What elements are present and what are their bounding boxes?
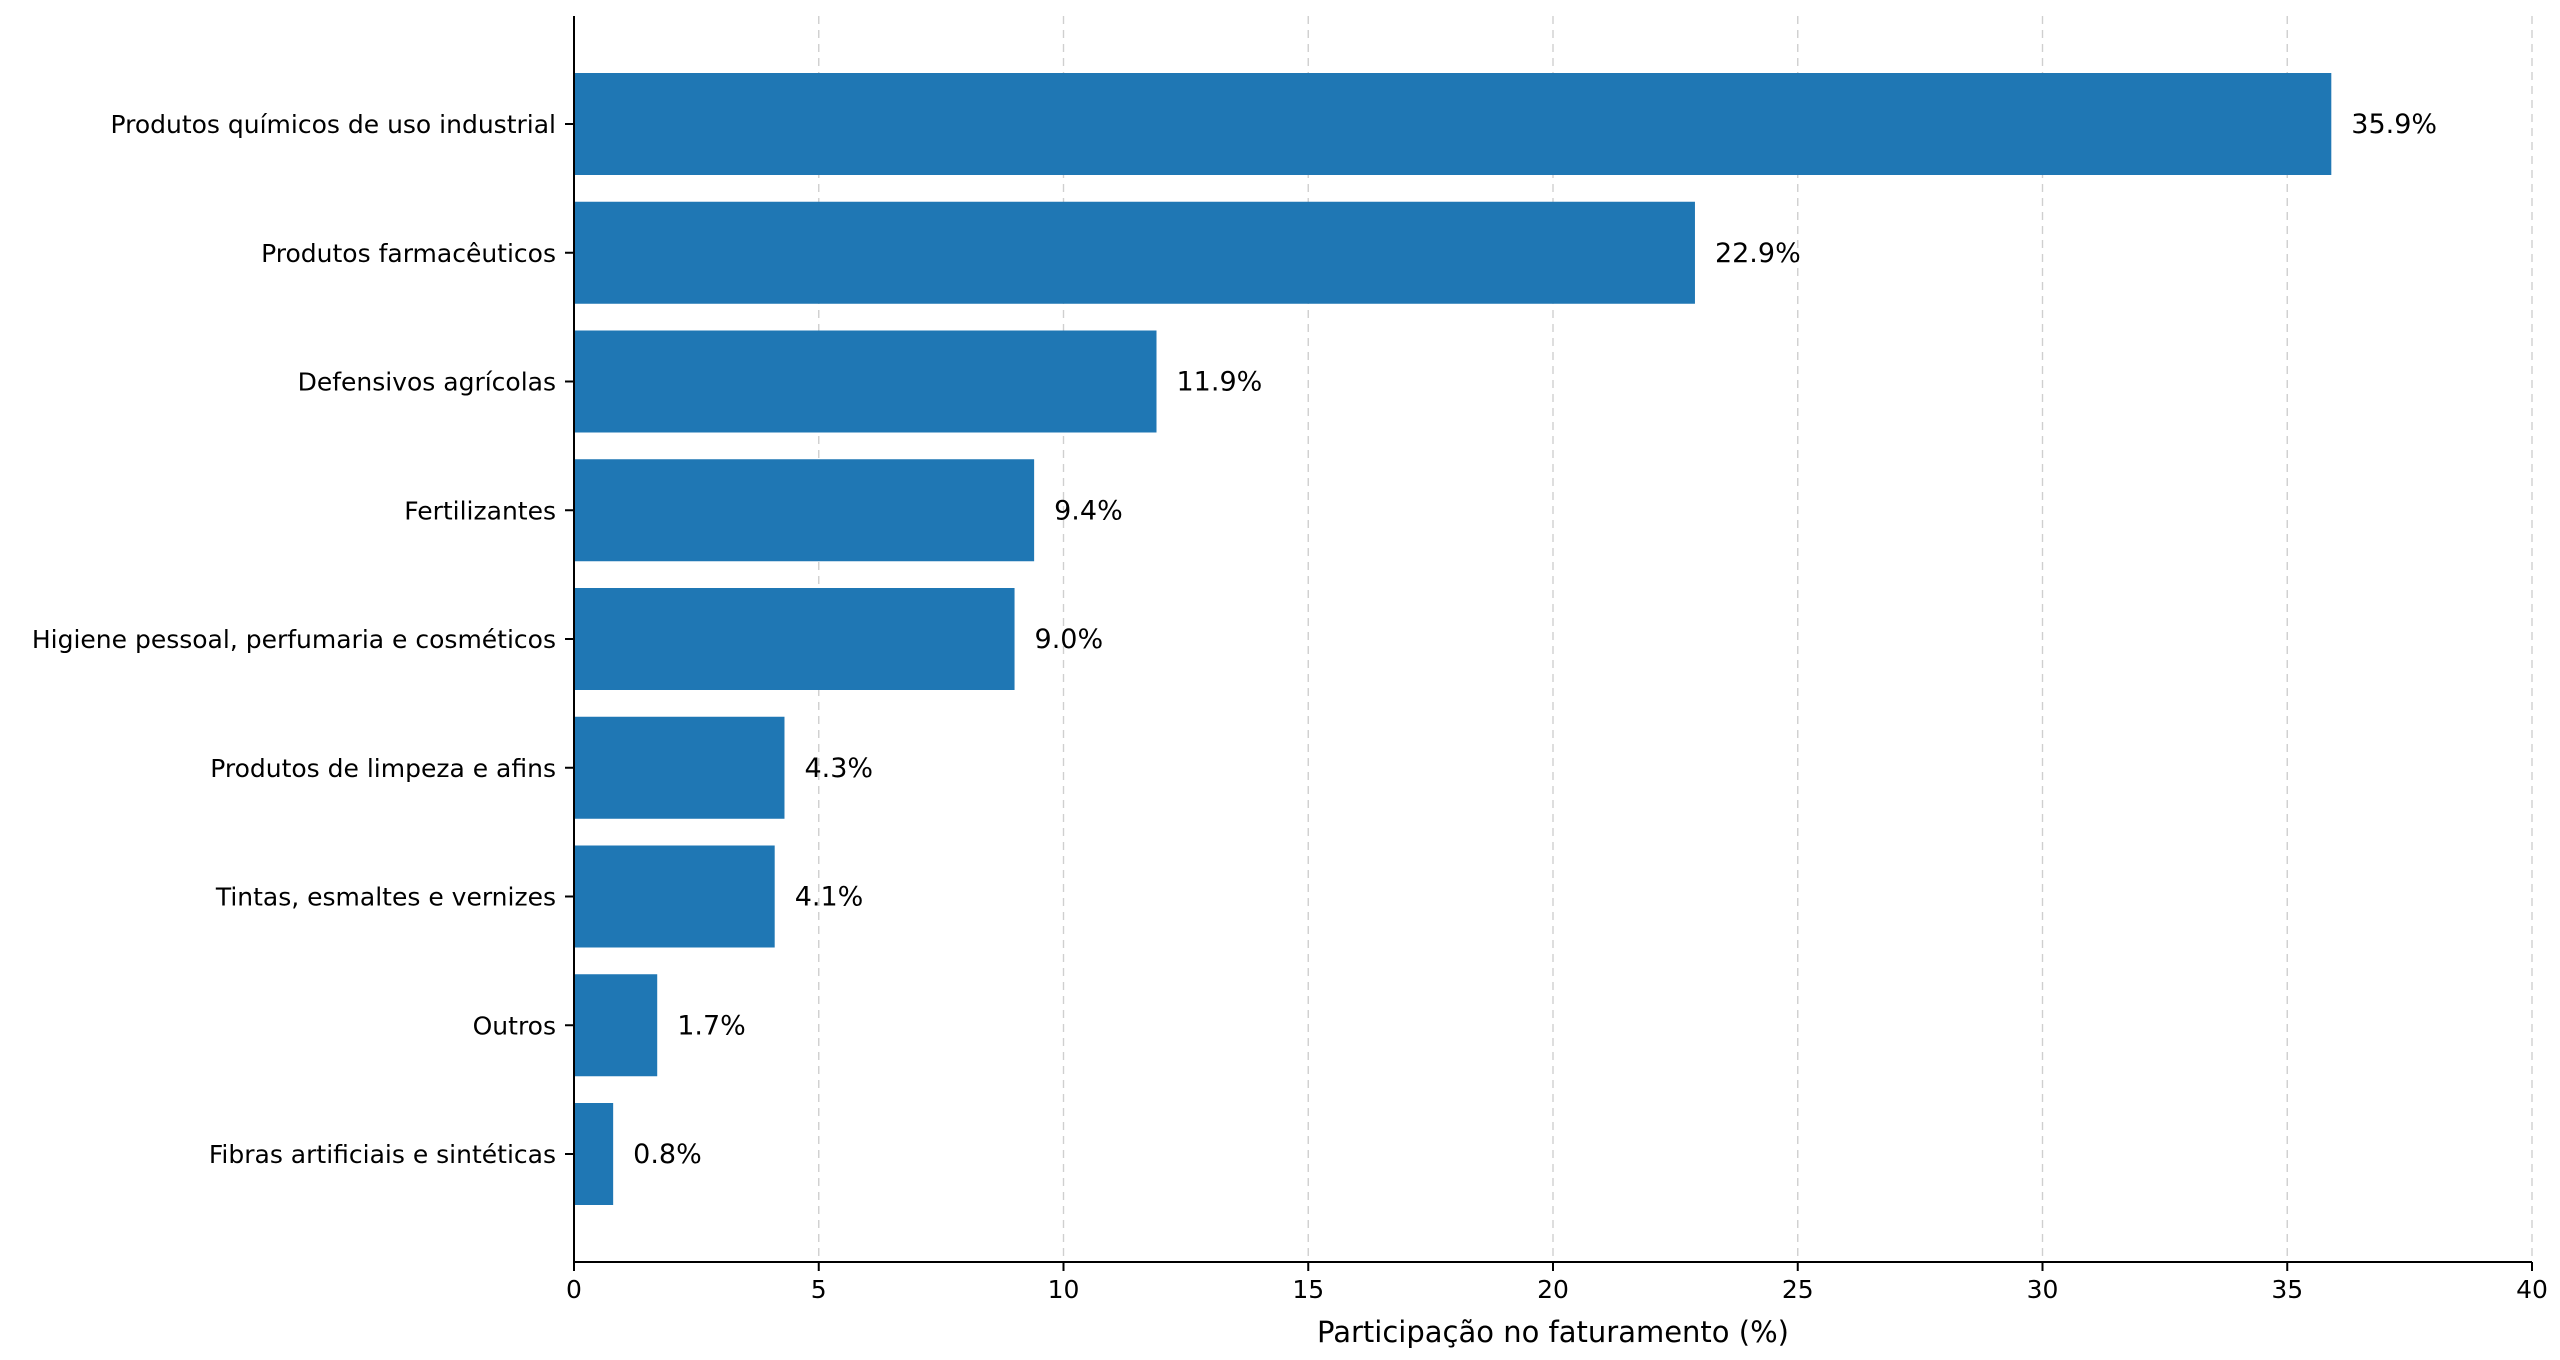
category-label-1: Produtos químicos de uso industrial <box>110 110 556 139</box>
category-label-3: Defensivos agrícolas <box>298 368 556 397</box>
data-label-1: 35.9% <box>2351 109 2437 140</box>
data-label-9: 0.8% <box>633 1139 702 1170</box>
category-label-9: Fibras artificiais e sintéticas <box>209 1140 556 1169</box>
bar-9 <box>574 1103 614 1205</box>
x-tick-label-40: 40 <box>2516 1275 2548 1304</box>
data-label-3: 11.9% <box>1177 367 1263 398</box>
grid-layer <box>818 16 2533 1262</box>
data-label-5: 9.0% <box>1035 624 1104 655</box>
data-label-7: 4.1% <box>795 882 864 913</box>
x-tick-label-15: 15 <box>1292 1275 1324 1304</box>
x-axis-title: Participação no faturamento (%) <box>1317 1315 1789 1349</box>
x-tick-label-0: 0 <box>566 1275 582 1304</box>
x-tick-label-5: 5 <box>811 1275 827 1304</box>
category-label-6: Produtos de limpeza e afins <box>210 754 556 783</box>
axes-layer: 0 5 10 15 20 25 30 35 40 <box>565 16 2548 1304</box>
bar-8 <box>574 974 658 1077</box>
bar-2 <box>574 201 1695 304</box>
bar-5 <box>574 588 1015 690</box>
bar-4 <box>574 459 1035 562</box>
x-tick-label-20: 20 <box>1537 1275 1569 1304</box>
category-label-4: Fertilizantes <box>404 496 556 525</box>
data-label-4: 9.4% <box>1054 495 1123 526</box>
data-label-2: 22.9% <box>1715 238 1801 269</box>
category-label-7: Tintas, esmaltes e vernizes <box>215 883 556 912</box>
category-label-8: Outros <box>473 1011 556 1040</box>
x-tick-label-35: 35 <box>2271 1275 2303 1304</box>
bar-6 <box>574 716 785 819</box>
x-tick-label-10: 10 <box>1048 1275 1080 1304</box>
category-label-2: Produtos farmacêuticos <box>261 239 556 268</box>
data-label-6: 4.3% <box>804 753 873 784</box>
labels-layer: Produtos químicos de uso industrial 35.9%… <box>32 109 2437 1170</box>
bar-7 <box>574 845 775 948</box>
x-tick-label-30: 30 <box>2027 1275 2059 1304</box>
bars-layer <box>574 73 2332 1205</box>
bar-3 <box>574 330 1157 433</box>
x-tick-label-25: 25 <box>1782 1275 1814 1304</box>
category-label-5: Higiene pessoal, perfumaria e cosméticos <box>32 625 556 654</box>
bar-1 <box>574 73 2332 175</box>
data-label-8: 1.7% <box>677 1010 746 1041</box>
